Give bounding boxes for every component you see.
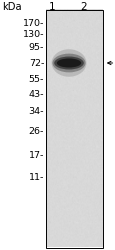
Text: 43-: 43- [28,90,44,99]
Ellipse shape [51,49,86,77]
Text: 2: 2 [79,2,86,12]
Text: 170-: 170- [23,19,44,28]
Text: 55-: 55- [28,76,44,84]
Text: 72-: 72- [28,58,44,68]
Text: kDa: kDa [2,2,22,12]
Text: 1: 1 [48,2,55,12]
Bar [45,10,102,248]
Text: 34-: 34- [28,107,44,116]
Text: 130-: 130- [22,30,44,39]
Text: 11-: 11- [28,174,44,182]
Ellipse shape [54,56,83,70]
Text: 17-: 17- [28,152,44,160]
Ellipse shape [56,58,80,68]
Ellipse shape [52,54,85,72]
Text: 26-: 26- [28,127,44,136]
Text: 95-: 95- [28,44,44,52]
